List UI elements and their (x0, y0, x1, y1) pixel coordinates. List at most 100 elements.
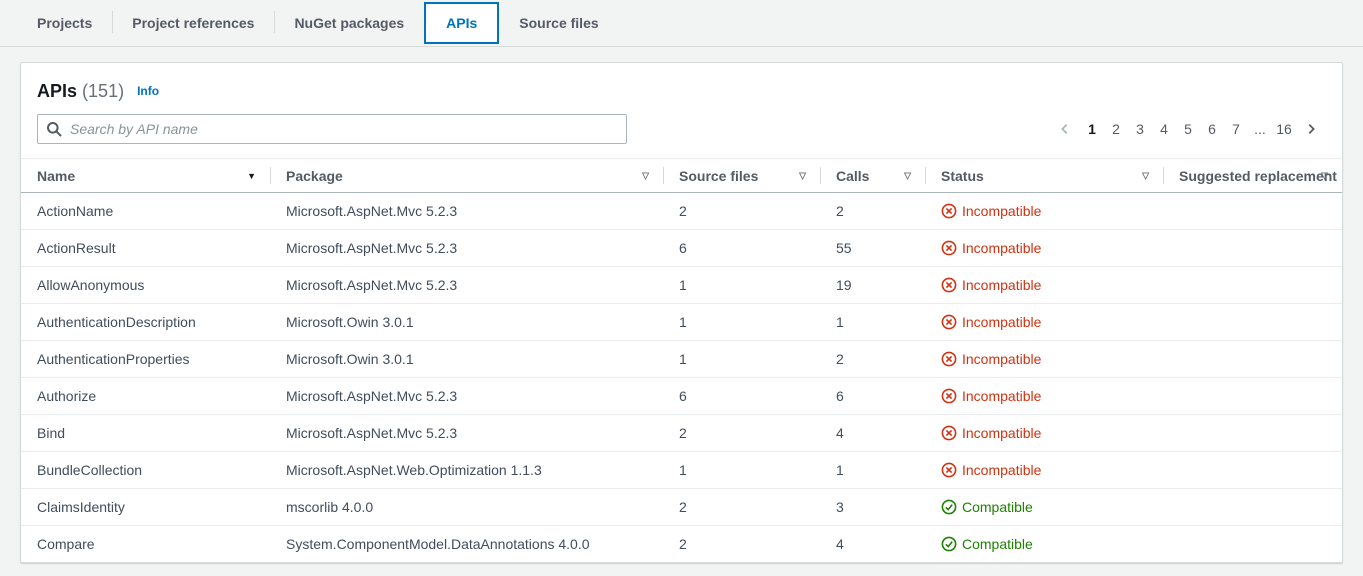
incompatible-icon (941, 425, 957, 441)
cell-package: Microsoft.AspNet.Mvc 5.2.3 (270, 229, 663, 267)
cell-source-files: 1 (663, 451, 820, 489)
pagination-ellipsis: ... (1248, 117, 1272, 141)
column-label: Name (37, 167, 76, 184)
tab-apis[interactable]: APIs (424, 2, 500, 44)
cell-package: Microsoft.AspNet.Mvc 5.2.3 (270, 266, 663, 304)
cell-package: Microsoft.AspNet.Mvc 5.2.3 (270, 377, 663, 415)
pagination-page-1[interactable]: 1 (1080, 117, 1104, 141)
cell-status: Incompatible (925, 229, 1163, 267)
cell-source-files: 1 (663, 303, 820, 341)
cell-calls: 2 (820, 340, 925, 378)
column-label: Source files (679, 167, 759, 184)
cell-name: Authorize (21, 377, 270, 415)
cell-calls: 4 (820, 525, 925, 562)
cell-suggested-replacement (1163, 377, 1342, 415)
cell-name: AllowAnonymous (21, 266, 270, 304)
tab-bar: Projects Project references NuGet packag… (0, 0, 1363, 47)
pagination-next-icon[interactable] (1300, 117, 1322, 141)
status-badge: Incompatible (941, 416, 1151, 452)
pagination-page-3[interactable]: 3 (1128, 117, 1152, 141)
cell-package: Microsoft.Owin 3.0.1 (270, 303, 663, 341)
cell-package: Microsoft.AspNet.Web.Optimization 1.1.3 (270, 451, 663, 489)
cell-suggested-replacement (1163, 193, 1342, 230)
cell-name: ClaimsIdentity (21, 488, 270, 526)
pagination-page-5[interactable]: 5 (1176, 117, 1200, 141)
status-label: Incompatible (962, 314, 1042, 330)
info-link[interactable]: Info (137, 84, 160, 98)
table-row: ActionName Microsoft.AspNet.Mvc 5.2.3 2 … (21, 193, 1342, 230)
compatible-icon (941, 499, 957, 515)
status-label: Incompatible (962, 277, 1042, 293)
tab-projects[interactable]: Projects (37, 15, 93, 31)
cell-calls: 4 (820, 414, 925, 452)
sort-icon[interactable]: ▽ (904, 170, 911, 180)
sort-icon[interactable]: ▽ (1142, 170, 1149, 180)
table-row: Compare System.ComponentModel.DataAnnota… (21, 525, 1342, 562)
incompatible-icon (941, 388, 957, 404)
cell-package: Microsoft.AspNet.Mvc 5.2.3 (270, 414, 663, 452)
cell-status: Incompatible (925, 414, 1163, 452)
table-row: AuthenticationDescription Microsoft.Owin… (21, 303, 1342, 341)
column-header-status[interactable]: Status ▽ (925, 158, 1163, 193)
cell-source-files: 6 (663, 377, 820, 415)
incompatible-icon (941, 462, 957, 478)
table-row: AuthenticationProperties Microsoft.Owin … (21, 340, 1342, 378)
status-label: Incompatible (962, 203, 1042, 219)
incompatible-icon (941, 277, 957, 293)
pagination-prev-icon[interactable] (1054, 117, 1076, 141)
cell-suggested-replacement (1163, 525, 1342, 562)
column-header-name[interactable]: Name ▼ (21, 158, 270, 193)
status-badge: Incompatible (941, 379, 1151, 415)
search-input[interactable] (37, 114, 627, 144)
cell-status: Compatible (925, 488, 1163, 526)
pagination-page-6[interactable]: 6 (1200, 117, 1224, 141)
cell-name: Compare (21, 525, 270, 562)
status-label: Incompatible (962, 351, 1042, 367)
cell-status: Incompatible (925, 377, 1163, 415)
status-label: Compatible (962, 536, 1033, 552)
search-box (37, 114, 627, 144)
cell-source-files: 2 (679, 203, 687, 219)
table-row: Bind Microsoft.AspNet.Mvc 5.2.3 2 4 Inco… (21, 414, 1342, 452)
sort-descending-icon[interactable]: ▼ (247, 170, 256, 181)
status-badge: Compatible (941, 526, 1151, 562)
cell-calls: 1 (820, 451, 925, 489)
column-header-calls[interactable]: Calls ▽ (820, 158, 925, 193)
cell-source-files: 2 (663, 414, 820, 452)
tab-nuget-packages[interactable]: NuGet packages (274, 0, 424, 46)
cell-suggested-replacement (1163, 488, 1342, 526)
tab-source-files[interactable]: Source files (519, 15, 599, 31)
pagination-page-4[interactable]: 4 (1152, 117, 1176, 141)
column-header-suggested-replacement[interactable]: Suggested replacement ▽ (1163, 158, 1342, 193)
page-title: APIs (151) Info (37, 81, 159, 101)
status-label: Incompatible (962, 462, 1042, 478)
pagination-page-2[interactable]: 2 (1104, 117, 1128, 141)
pagination: 1 2 3 4 5 6 7... 16 (1054, 117, 1322, 141)
column-header-package[interactable]: Package ▽ (270, 158, 663, 193)
pagination-page-7[interactable]: 7 (1224, 117, 1248, 141)
cell-calls: 55 (820, 229, 925, 267)
sort-icon[interactable]: ▽ (799, 170, 806, 180)
cell-package: System.ComponentModel.DataAnnotations 4.… (270, 525, 663, 562)
column-label: Status (941, 167, 984, 184)
tab-project-references[interactable]: Project references (112, 0, 274, 46)
column-label: Package (286, 167, 343, 184)
pagination-pages: 1 2 3 4 5 6 7... 16 (1080, 117, 1296, 141)
cell-package: mscorlib 4.0.0 (270, 488, 663, 526)
column-header-source-files[interactable]: Source files ▽ (663, 158, 820, 193)
cell-suggested-replacement (1163, 266, 1342, 304)
cell-status: Compatible (925, 525, 1163, 562)
sort-icon[interactable]: ▽ (642, 170, 649, 180)
table-row: BundleCollection Microsoft.AspNet.Web.Op… (21, 451, 1342, 489)
cell-suggested-replacement (1163, 303, 1342, 341)
cell-source-files: 2 (663, 488, 820, 526)
cell-status: Incompatible (925, 451, 1163, 489)
sort-icon[interactable]: ▽ (1321, 170, 1328, 180)
table-row: ClaimsIdentity mscorlib 4.0.0 2 3 Compat… (21, 488, 1342, 526)
incompatible-icon (941, 314, 957, 330)
status-badge: Compatible (941, 490, 1151, 526)
pagination-page-16[interactable]: 16 (1272, 117, 1296, 141)
cell-name: AuthenticationProperties (21, 340, 270, 378)
